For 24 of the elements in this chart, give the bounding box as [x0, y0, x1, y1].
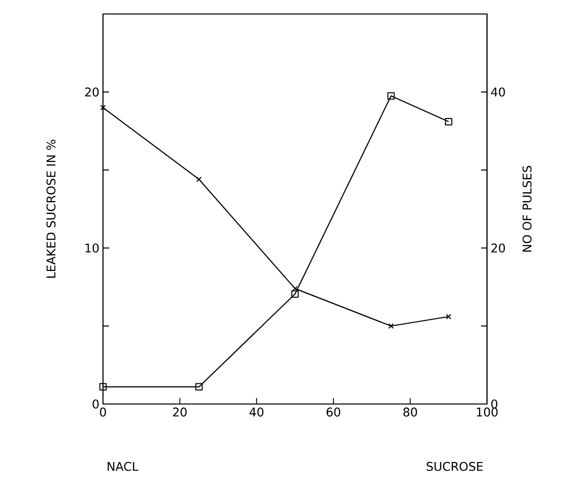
text: SUCROSE: [426, 462, 483, 471]
point: [387, 92, 395, 100]
x-tick-label: 100: [476, 408, 498, 417]
y-axis-title: LEAKED SUCROSE IN %: [46, 140, 56, 278]
y2-axis-title: NO OF PULSES: [522, 166, 532, 252]
point: [291, 290, 299, 298]
point: [195, 383, 203, 391]
y2-tick-label: 40: [491, 87, 505, 97]
x-tick-label: 0: [100, 408, 106, 417]
y-tick-label: 0: [92, 399, 99, 409]
x-tick-label: 40: [250, 408, 264, 417]
y-tick-label: 10: [86, 243, 99, 253]
text: NACL: [108, 462, 138, 471]
x-tick-label: 80: [403, 408, 418, 417]
point: [196, 176, 202, 182]
point: [446, 314, 452, 320]
point: [99, 383, 107, 391]
x-tick-label: 20: [173, 408, 187, 417]
point: [100, 104, 106, 110]
point: [388, 323, 394, 329]
x-tick-label: 60: [326, 408, 340, 417]
point: [444, 118, 452, 126]
y2-tick-label: 20: [491, 243, 505, 253]
y-tick-label: 20: [85, 87, 99, 97]
